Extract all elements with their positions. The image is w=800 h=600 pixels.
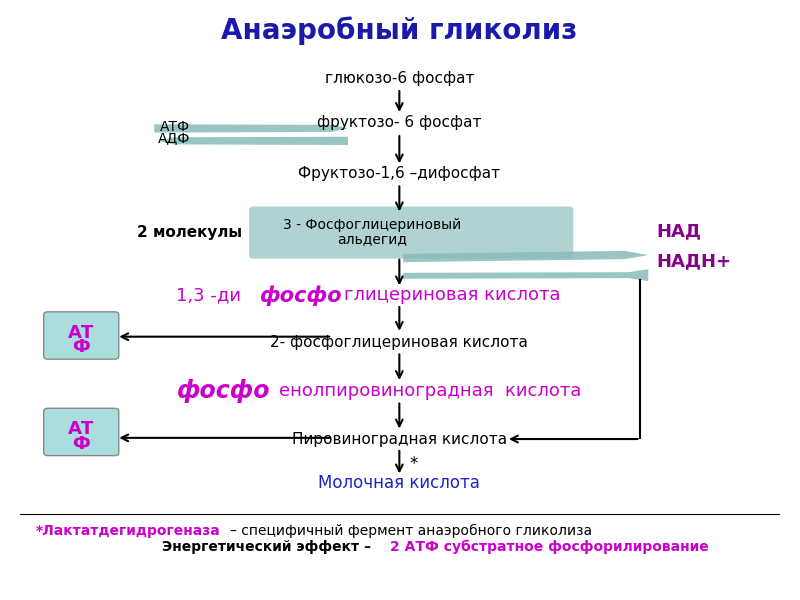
Text: 1,3 -ди: 1,3 -ди [177, 286, 242, 304]
Text: глицериновая кислота: глицериновая кислота [344, 286, 561, 304]
Polygon shape [403, 269, 648, 281]
Text: Ф: Ф [72, 338, 90, 356]
FancyBboxPatch shape [44, 408, 118, 455]
Text: 3 - Фосфоглицериновый: 3 - Фосфоглицериновый [282, 218, 461, 232]
Text: фосфо: фосфо [177, 379, 270, 403]
FancyBboxPatch shape [44, 312, 118, 359]
Text: енолпировиноградная  кислота: енолпировиноградная кислота [279, 382, 582, 400]
Text: – специфичный фермент анаэробного гликолиза: – специфичный фермент анаэробного гликол… [230, 524, 592, 538]
Text: *Лактатдегидрогеназа: *Лактатдегидрогеназа [36, 524, 221, 538]
Text: фруктозо- 6 фосфат: фруктозо- 6 фосфат [317, 115, 482, 130]
Text: *: * [410, 455, 418, 473]
Text: альдегид: альдегид [337, 232, 406, 246]
Text: Пировиноградная кислота: Пировиноградная кислота [292, 431, 507, 446]
Text: НАДН+: НАДН+ [656, 252, 731, 270]
Text: Молочная кислота: Молочная кислота [318, 475, 480, 493]
Text: АТ: АТ [68, 420, 94, 438]
Text: Энергетический эффект –: Энергетический эффект – [162, 541, 376, 554]
Text: НАД: НАД [656, 222, 702, 240]
Text: 2 АТФ субстратное фосфорилирование: 2 АТФ субстратное фосфорилирование [390, 540, 709, 554]
Text: фосфо: фосфо [258, 285, 342, 305]
FancyBboxPatch shape [249, 206, 574, 259]
Text: глюкозо-6 фосфат: глюкозо-6 фосфат [325, 71, 474, 86]
Polygon shape [158, 137, 348, 145]
Text: Ф: Ф [72, 435, 90, 453]
Polygon shape [403, 251, 648, 262]
Text: 2 молекулы: 2 молекулы [138, 225, 242, 240]
Text: 2- фосфоглицериновая кислота: 2- фосфоглицериновая кислота [270, 335, 528, 350]
Text: АТФ: АТФ [160, 119, 190, 134]
Polygon shape [154, 124, 348, 133]
Text: АДФ: АДФ [158, 131, 190, 145]
Text: АТ: АТ [68, 323, 94, 341]
Text: Фруктозо-1,6 –дифосфат: Фруктозо-1,6 –дифосфат [298, 166, 501, 181]
Text: Анаэробный гликолиз: Анаэробный гликолиз [222, 16, 578, 45]
